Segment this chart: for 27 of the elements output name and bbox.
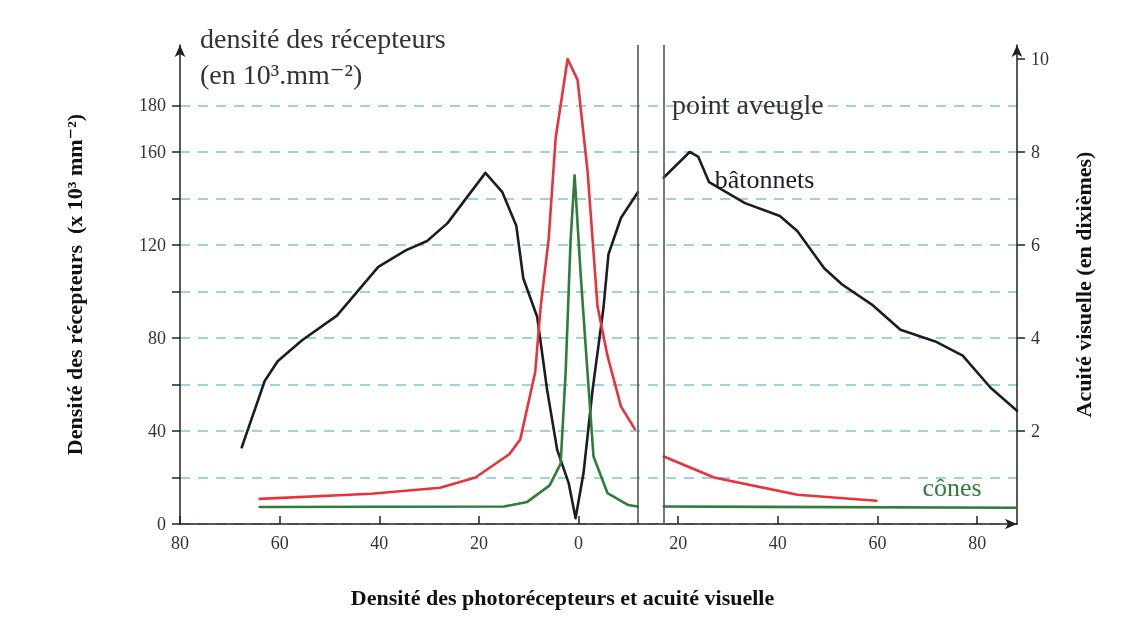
y-tick-label: 120 [139, 234, 166, 255]
y-tick-label: 0 [157, 514, 166, 534]
series-label: bâtonnets [714, 165, 815, 195]
x-tick-label: 80 [171, 533, 189, 553]
x-tick-label: 40 [370, 533, 389, 553]
y-tick-label: 160 [139, 141, 166, 162]
y2-tick-label: 6 [1031, 234, 1040, 255]
x-tick-label: 40 [768, 533, 787, 553]
annotation: densité des récepteurs (en 10³.mm⁻²) [200, 22, 446, 90]
x-tick-label: 20 [469, 533, 488, 553]
y2-tick-label: 8 [1031, 141, 1040, 162]
y2-tick-label: 10 [1031, 48, 1049, 69]
x-tick-label: 0 [574, 533, 584, 553]
annotation: point aveugle [672, 88, 824, 120]
x-tick-label: 80 [968, 533, 987, 553]
y2-tick-label: 2 [1031, 420, 1040, 441]
y-tick-label: 40 [148, 420, 166, 441]
x-tick-label: 60 [270, 533, 289, 553]
text: Densité des photorécepteurs et acuité visuelle [350, 584, 775, 610]
y-axis-title: Densité des récepteurs (x 10³ mm⁻²) [61, 113, 87, 456]
series-label: cônes [922, 473, 982, 503]
y2-axis-title: Acuité visuelle (en dixièmes) [1070, 151, 1096, 418]
y-tick-label: 180 [139, 95, 166, 116]
x-tick-label: 20 [669, 533, 688, 553]
y-tick-label: 80 [148, 327, 166, 348]
y2-tick-label: 4 [1031, 327, 1040, 348]
x-tick-label: 60 [868, 533, 887, 553]
